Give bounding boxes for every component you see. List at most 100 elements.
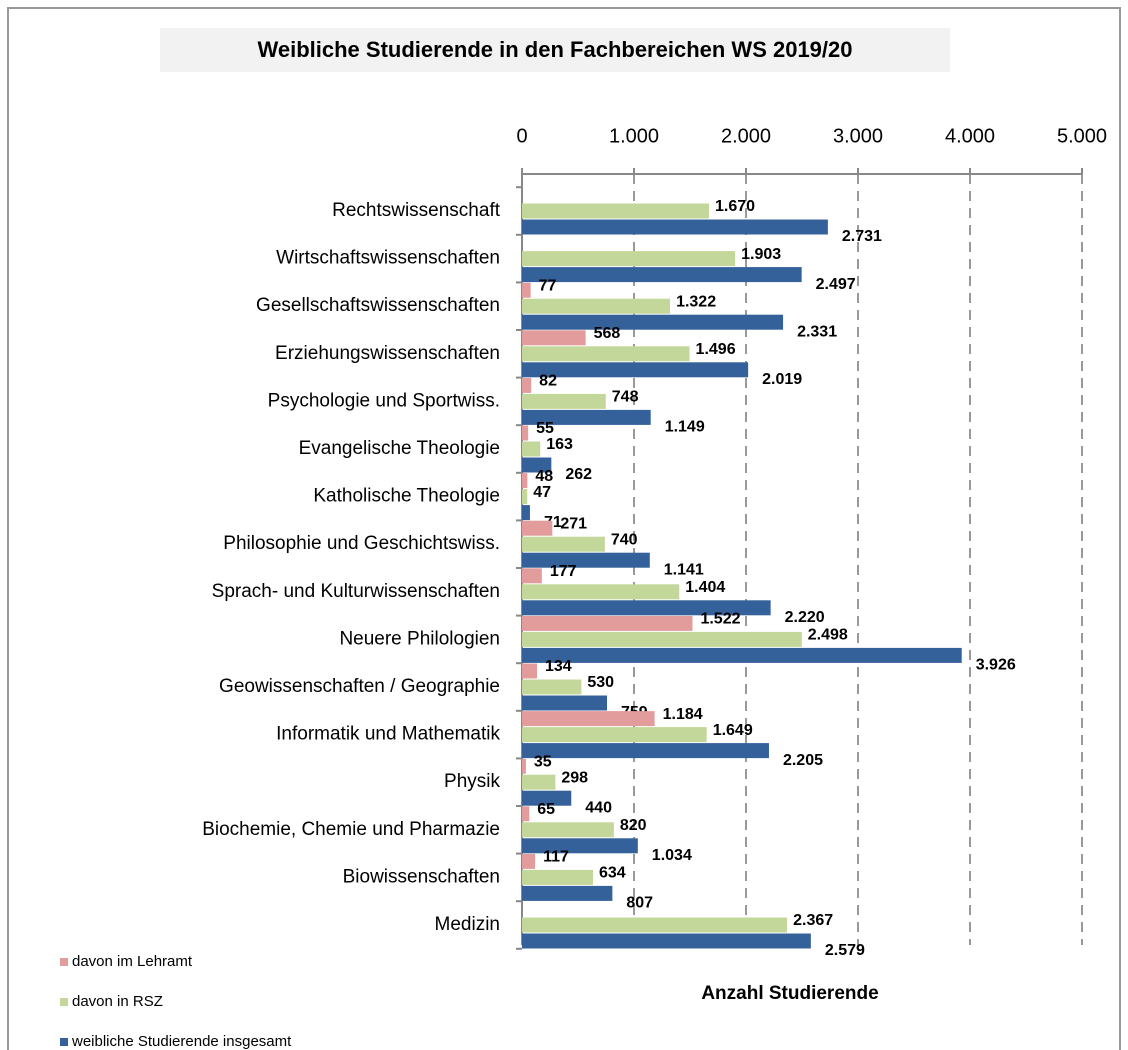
- data-label: 2.019: [762, 371, 802, 388]
- legend-label: davon im Lehramt: [72, 953, 193, 970]
- chart-title: Weibliche Studierende in den Fachbereich…: [258, 37, 853, 62]
- bar: [522, 409, 651, 425]
- bar: [522, 727, 707, 743]
- y-tick-label: Rechtswissenschaft: [332, 200, 501, 221]
- data-label: 1.670: [715, 198, 755, 215]
- bar: [522, 457, 552, 473]
- data-label: 262: [565, 466, 592, 483]
- data-label: 82: [539, 373, 557, 390]
- data-label: 634: [599, 865, 626, 882]
- bar: [522, 584, 680, 600]
- bar: [522, 631, 802, 647]
- bar: [522, 679, 582, 695]
- y-tick-label: Sprach- und Kulturwissenschaften: [212, 581, 500, 602]
- data-label: 748: [612, 389, 639, 406]
- bar: [522, 520, 553, 536]
- bar: [522, 822, 614, 838]
- data-label: 1.522: [700, 611, 740, 628]
- x-tick-label: 5.000: [1057, 125, 1107, 147]
- y-tick-label: Neuere Philologien: [339, 628, 500, 649]
- data-label: 1.496: [696, 341, 736, 358]
- bar: [522, 536, 605, 552]
- bar: [522, 346, 690, 362]
- data-label: 1.903: [741, 246, 781, 263]
- bar: [522, 885, 613, 901]
- y-tick-label: Katholische Theologie: [313, 486, 500, 507]
- y-tick-label: Biowissenschaften: [343, 866, 500, 887]
- bar: [522, 330, 586, 346]
- y-tick-label: Psychologie und Sportwiss.: [268, 390, 500, 411]
- data-label: 1.184: [663, 706, 703, 723]
- data-label: 163: [546, 436, 573, 453]
- x-tick-label: 0: [516, 125, 527, 147]
- bar: [522, 267, 802, 283]
- data-label: 48: [535, 468, 553, 485]
- data-label: 1.404: [685, 579, 725, 596]
- bar: [522, 806, 530, 822]
- data-label: 47: [533, 484, 551, 501]
- data-label: 271: [560, 515, 587, 532]
- y-tick-label: Physik: [444, 771, 500, 792]
- bar: [522, 203, 710, 219]
- data-label: 440: [585, 799, 612, 816]
- x-tick-label: 2.000: [721, 125, 771, 147]
- x-axis-title: Anzahl Studierende: [701, 983, 878, 1004]
- x-tick-label: 4.000: [945, 125, 995, 147]
- bar: [522, 917, 788, 933]
- y-tick-label: Gesellschaftswissenschaften: [256, 295, 500, 316]
- bar: [522, 298, 671, 314]
- data-label: 568: [594, 325, 621, 342]
- bar: [522, 790, 572, 806]
- legend-swatch: [60, 998, 68, 1006]
- bar: [522, 853, 536, 869]
- bar: [522, 251, 736, 267]
- bar: [522, 314, 784, 330]
- data-label: 807: [626, 895, 653, 912]
- y-tick-label: Medizin: [435, 914, 500, 935]
- bar: [522, 663, 538, 679]
- bar: [522, 377, 532, 393]
- bar: [522, 758, 526, 774]
- data-label: 1.322: [676, 293, 716, 310]
- bar: [522, 425, 529, 441]
- data-label: 530: [587, 674, 614, 691]
- bar: [522, 362, 749, 378]
- bar: [522, 615, 693, 631]
- chart-frame: [7, 7, 1121, 1050]
- bar: [522, 838, 638, 854]
- data-label: 3.926: [976, 657, 1016, 674]
- data-label: 117: [543, 849, 569, 866]
- data-label: 1.141: [664, 561, 704, 578]
- data-label: 2.497: [816, 276, 856, 293]
- bar: [522, 282, 531, 298]
- bar: [522, 933, 811, 949]
- bar: [522, 869, 594, 885]
- data-label: 2.220: [785, 609, 825, 626]
- x-tick-label: 3.000: [833, 125, 883, 147]
- data-label: 65: [537, 801, 555, 818]
- y-tick-label: Erziehungswissenschaften: [275, 343, 500, 364]
- bar: [522, 568, 542, 584]
- data-label: 1.034: [652, 847, 692, 864]
- y-tick-label: Philosophie und Geschichtswiss.: [223, 533, 500, 554]
- data-label: 35: [534, 753, 552, 770]
- y-tick-label: Wirtschaftswissenschaften: [276, 248, 500, 269]
- data-label: 2.731: [842, 228, 882, 245]
- y-tick-label: Biochemie, Chemie und Pharmazie: [202, 819, 500, 840]
- data-label: 820: [620, 817, 647, 834]
- data-label: 298: [561, 769, 588, 786]
- data-label: 55: [536, 420, 554, 437]
- data-label: 177: [550, 563, 577, 580]
- y-tick-label: Informatik und Mathematik: [276, 724, 500, 745]
- data-label: 2.579: [825, 942, 865, 959]
- y-tick-label: Geowissenschaften / Geographie: [219, 676, 500, 697]
- data-label: 740: [611, 531, 638, 548]
- bar: [522, 441, 541, 457]
- data-label: 2.205: [783, 752, 823, 769]
- y-tick-label: Evangelische Theologie: [299, 438, 500, 459]
- data-label: 2.367: [793, 912, 833, 929]
- bar: [522, 552, 650, 568]
- data-label: 1.649: [713, 722, 753, 739]
- bar: [522, 600, 771, 616]
- legend-label: weibliche Studierende insgesamt: [71, 1033, 292, 1050]
